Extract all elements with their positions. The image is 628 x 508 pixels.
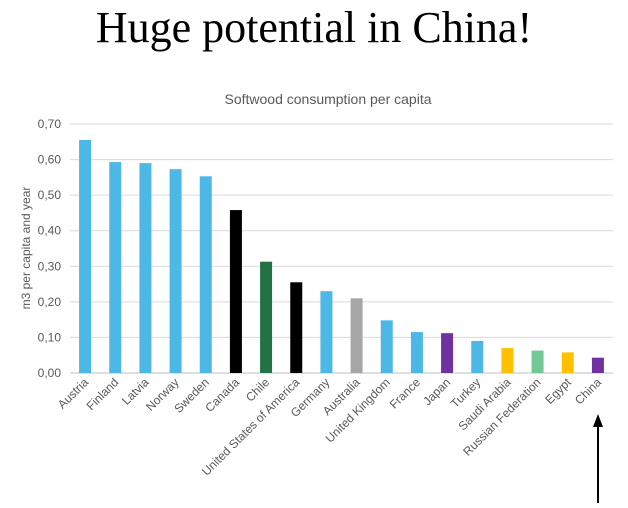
bar (501, 348, 514, 373)
y-tick-label: 0,70 (38, 117, 62, 131)
y-tick-label: 0,40 (38, 224, 62, 238)
y-tick-label: 0,00 (38, 366, 62, 380)
bar (441, 333, 454, 373)
bar (139, 163, 152, 373)
bar (109, 162, 122, 373)
slide-title: Huge potential in China! (95, 3, 533, 52)
y-axis-label: m3 per capita and year (19, 187, 33, 310)
x-tick-label: France (387, 375, 424, 412)
bar (410, 332, 423, 373)
x-tick-label: Japan (420, 375, 453, 408)
y-tick-label: 0,10 (38, 330, 62, 344)
y-tick-labels: 0,00 0,10 0,20 0,30 0,40 0,50 0,60 0,70 (38, 117, 62, 380)
bar (79, 140, 92, 373)
bar (350, 298, 363, 373)
y-tick-label: 0,50 (38, 188, 62, 202)
bar (290, 282, 303, 373)
gridlines (70, 123, 613, 374)
bar (561, 352, 574, 373)
chart-title: Softwood consumption per capita (224, 91, 431, 107)
china-arrow-icon (593, 414, 603, 427)
bar (320, 291, 333, 373)
y-tick-label: 0,20 (38, 295, 62, 309)
x-tick-label: Finland (84, 375, 122, 413)
annotation (593, 414, 603, 503)
y-tick-label: 0,30 (38, 259, 62, 273)
bar (199, 176, 212, 373)
bar (591, 357, 604, 373)
x-tick-label: Egypt (542, 375, 574, 407)
bar (229, 210, 242, 373)
bar (380, 320, 393, 373)
bars (79, 140, 604, 373)
x-tick-label: China (572, 375, 604, 407)
bar (471, 340, 484, 373)
bar (260, 261, 273, 373)
x-tick-label: Canada (202, 375, 242, 415)
y-tick-label: 0,60 (38, 153, 62, 167)
bar (169, 169, 182, 373)
bar (531, 350, 544, 373)
